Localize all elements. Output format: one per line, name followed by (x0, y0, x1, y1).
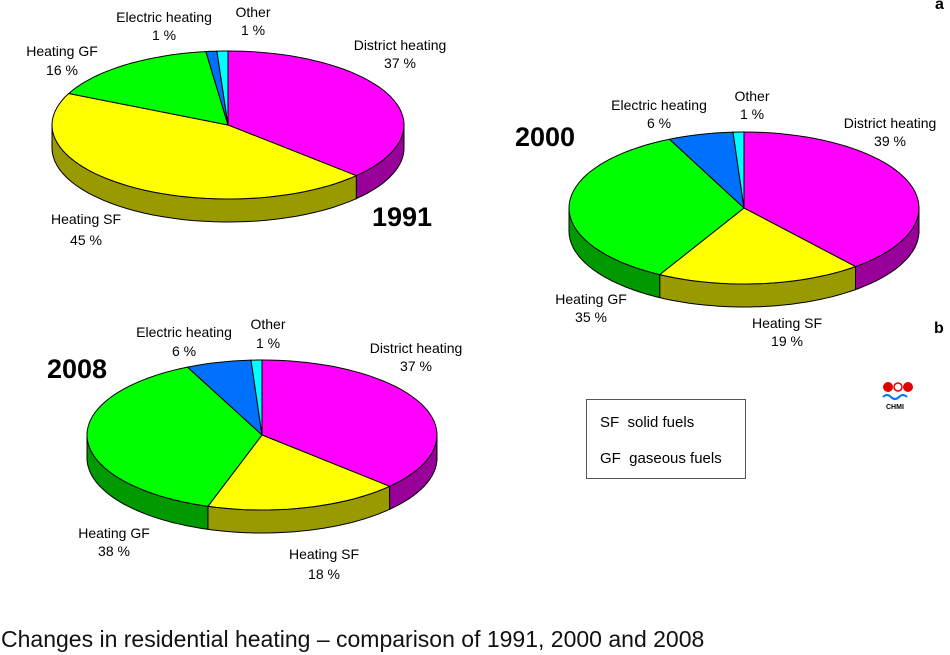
pie-slice-other (216, 50, 229, 126)
pie-slice-district (743, 131, 920, 268)
pie-chart-1991: 1991 District heating 37 % Heating SF 45 % He… (26, 4, 446, 248)
slice-value-label: 1 % (740, 106, 764, 122)
slice-value-label: 6 % (172, 343, 196, 359)
slice-value-label: 35 % (575, 309, 607, 325)
slice-label: District heating (844, 115, 937, 131)
slice-value-label: 45 % (70, 232, 102, 248)
pie-slice-district (227, 50, 405, 177)
abbreviation-legend: SF solid fuels GF gaseous fuels (586, 399, 746, 479)
pie-chart-2000: 2000 District heating 39 % Heating SF 19 % He… (515, 88, 936, 349)
figure-caption: Changes in residential heating – compari… (1, 626, 705, 652)
slice-value-label: 37 % (384, 55, 416, 71)
pie-year-title: 2000 (515, 122, 575, 152)
slice-label: Electric heating (116, 9, 212, 25)
pie-chart-2008: 2008 District heating 37 % Heating SF 18 % He… (47, 316, 462, 582)
pie-slice-other (732, 131, 745, 209)
slice-label: Other (734, 88, 769, 104)
slice-value-label: 18 % (308, 566, 340, 582)
logo-text: CHMI (886, 404, 904, 411)
slice-value-label: 39 % (874, 133, 906, 149)
panel-label-b: b (934, 320, 944, 337)
pie-slice-district (261, 359, 438, 487)
slice-label: Heating SF (289, 546, 359, 562)
slice-label: Heating SF (752, 315, 822, 331)
legend-gf: GF gaseous fuels (600, 450, 722, 467)
slice-label: Electric heating (136, 324, 232, 340)
slice-value-label: 37 % (400, 358, 432, 374)
slice-label: Other (250, 316, 285, 332)
slice-label: Heating GF (26, 43, 98, 59)
slice-value-label: 6 % (647, 115, 671, 131)
slice-label: Heating GF (555, 291, 627, 307)
slice-value-label: 1 % (152, 27, 176, 43)
pie-slice-other (250, 359, 263, 436)
pie-slice-sf (659, 207, 856, 285)
logo-circle-right (903, 382, 913, 392)
pie-slice-electric (187, 359, 263, 436)
logo-circle-mid (893, 382, 903, 392)
pie-slice-electric (669, 131, 745, 209)
pie-year-title: 1991 (372, 202, 432, 232)
panel-label-a: a (935, 0, 944, 13)
pie-slice-gf (86, 366, 263, 507)
slice-value-label: 1 % (256, 335, 280, 351)
slice-label: District heating (354, 37, 447, 53)
logo-circle-left (883, 382, 893, 392)
pie-slice-gf (568, 138, 745, 276)
legend-sf: SF solid fuels (600, 414, 695, 431)
chmi-logo: CHMI (882, 382, 913, 411)
slice-label: Heating SF (51, 211, 121, 227)
pie-slice-sf (207, 434, 391, 511)
slice-value-label: 38 % (98, 543, 130, 559)
slice-label: District heating (370, 340, 463, 356)
slice-label: Electric heating (611, 97, 707, 113)
logo-wave (882, 394, 908, 400)
slice-label: Other (235, 4, 270, 20)
pie-slice-electric (205, 50, 229, 126)
slice-value-label: 1 % (241, 22, 265, 38)
pie-year-title: 2008 (47, 354, 107, 384)
slice-value-label: 19 % (771, 333, 803, 349)
pie-slice-sf (51, 93, 357, 200)
slice-value-label: 16 % (46, 62, 78, 78)
pie-slice-gf (68, 51, 229, 126)
slice-label: Heating GF (78, 525, 150, 541)
